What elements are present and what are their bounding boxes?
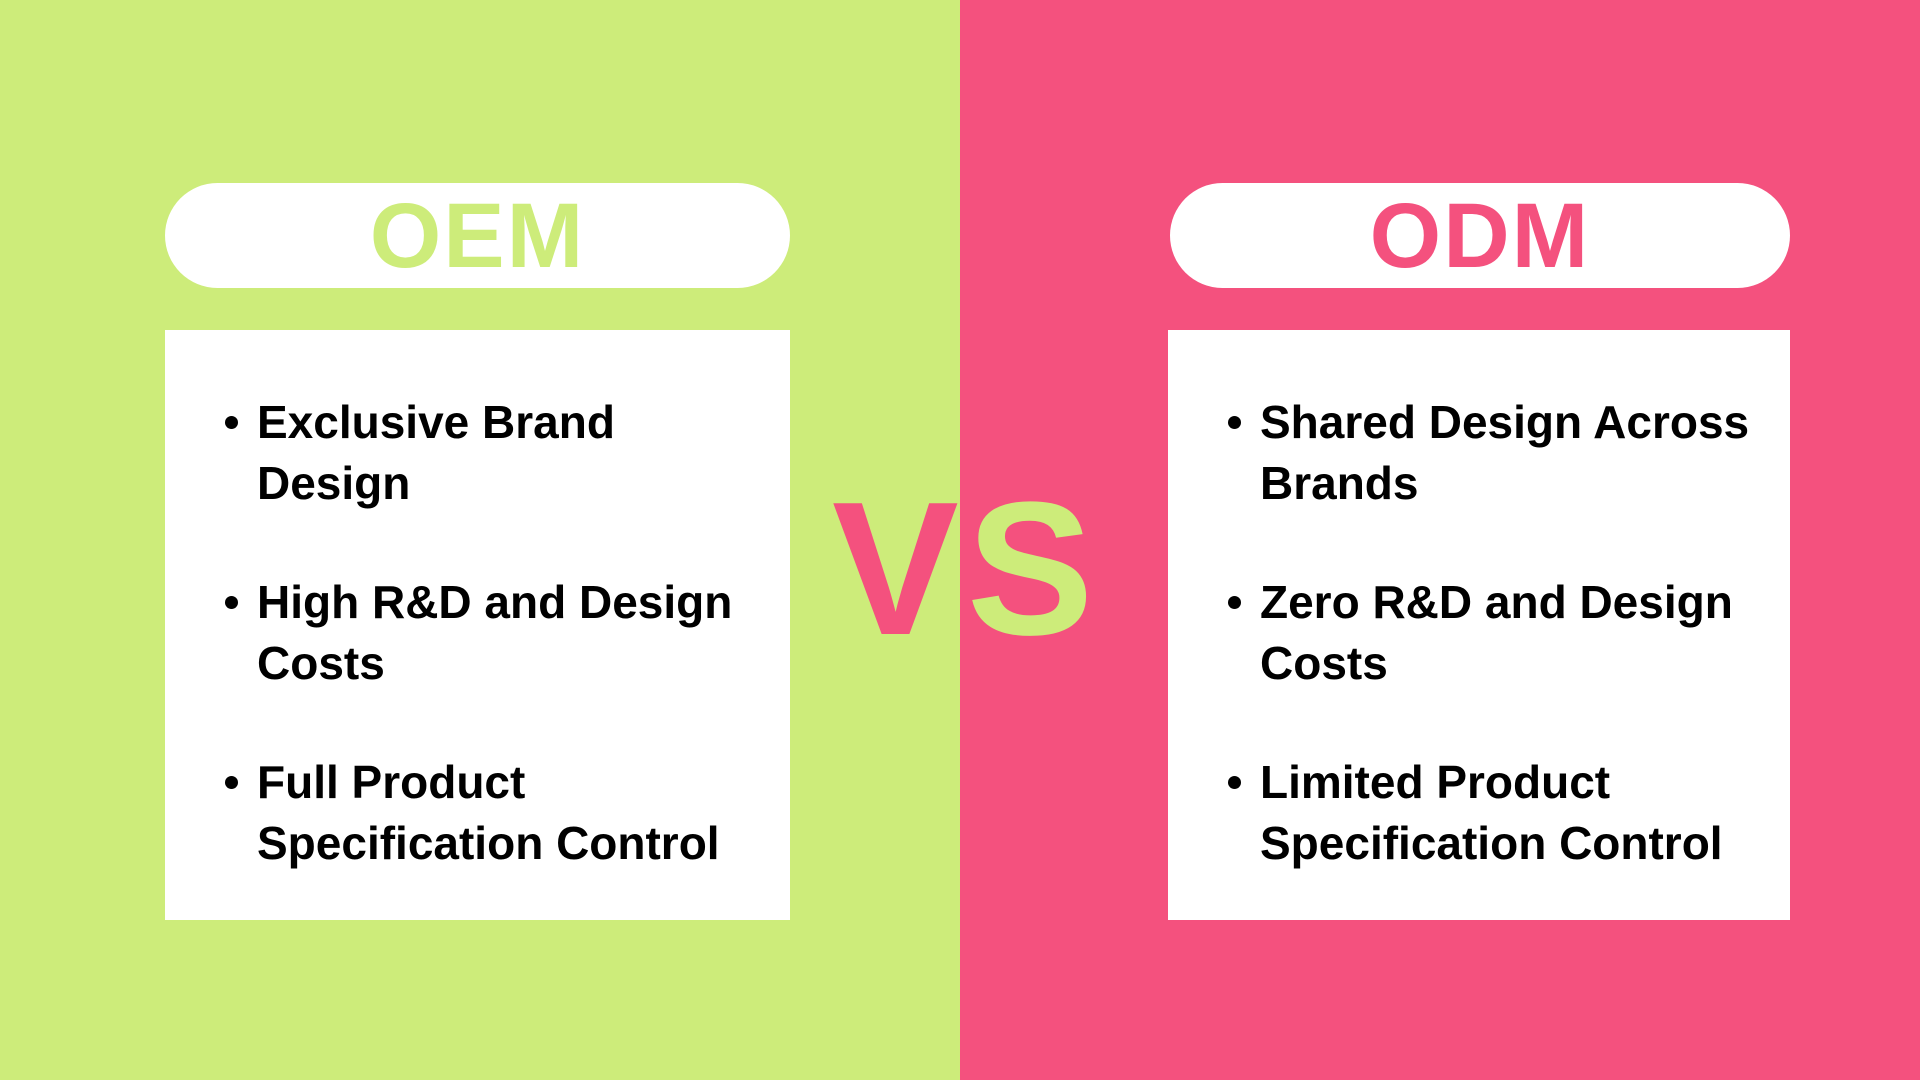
bullet-dot-icon — [225, 776, 238, 789]
bullet-dot-icon — [1228, 776, 1241, 789]
list-item: High R&D and Design Costs — [225, 572, 762, 694]
list-item: Full Product Specification Control — [225, 752, 762, 874]
odm-bullet-3: Limited Product Specification Control — [1260, 756, 1723, 869]
vs-letter-s: S — [966, 463, 1094, 675]
bullet-dot-icon — [1228, 416, 1241, 429]
oem-bullet-1: Exclusive Brand Design — [257, 396, 615, 509]
list-item: Shared Design Across Brands — [1228, 392, 1762, 514]
oem-card: Exclusive Brand Design High R&D and Desi… — [165, 330, 790, 920]
bullet-dot-icon — [1228, 596, 1241, 609]
list-item: Limited Product Specification Control — [1228, 752, 1762, 874]
bullet-dot-icon — [225, 596, 238, 609]
oem-bullet-3: Full Product Specification Control — [257, 756, 720, 869]
oem-title: OEM — [369, 184, 586, 287]
odm-title: ODM — [1369, 184, 1591, 287]
vs-letter-v: V — [832, 463, 967, 675]
bullet-dot-icon — [225, 416, 238, 429]
oem-bullet-2: High R&D and Design Costs — [257, 576, 733, 689]
odm-card: Shared Design Across Brands Zero R&D and… — [1168, 330, 1790, 920]
vs-divider: V S — [832, 474, 1093, 664]
odm-bullet-2: Zero R&D and Design Costs — [1260, 576, 1733, 689]
list-item: Exclusive Brand Design — [225, 392, 762, 514]
odm-title-badge: ODM — [1170, 183, 1790, 288]
odm-bullet-1: Shared Design Across Brands — [1260, 396, 1750, 509]
oem-title-badge: OEM — [165, 183, 790, 288]
list-item: Zero R&D and Design Costs — [1228, 572, 1762, 694]
